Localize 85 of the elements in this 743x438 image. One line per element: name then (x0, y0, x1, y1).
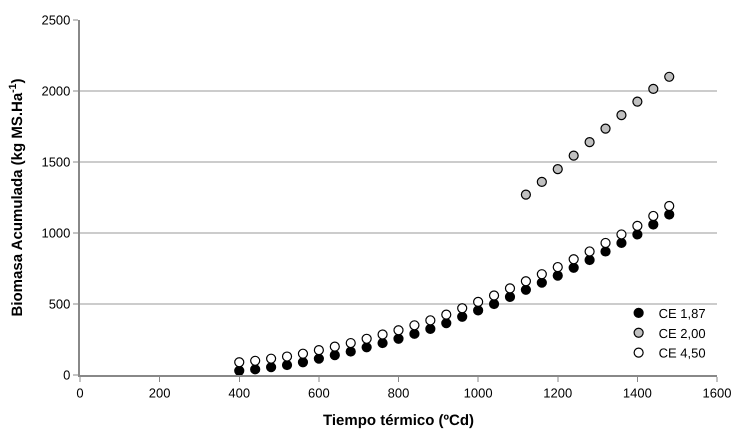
point (346, 338, 356, 348)
point (330, 350, 340, 360)
y-tick-label: 500 (48, 296, 70, 312)
point (330, 342, 340, 352)
point (648, 219, 658, 230)
legend-label: CE 1,87 (658, 306, 706, 321)
point (473, 305, 484, 316)
point (648, 84, 658, 94)
point (425, 315, 436, 326)
y-tick-label: 1500 (41, 154, 70, 170)
point (600, 124, 611, 134)
point (504, 283, 516, 294)
point (536, 176, 547, 187)
point (584, 254, 595, 266)
point (250, 364, 260, 374)
point (552, 270, 563, 281)
point (250, 356, 260, 366)
point (393, 325, 404, 336)
point (282, 351, 292, 362)
point (457, 312, 468, 322)
point (664, 200, 674, 212)
point (584, 246, 595, 257)
x-tick-label: 0 (76, 386, 84, 401)
point (632, 229, 642, 240)
point (584, 137, 595, 148)
point (266, 354, 276, 364)
point (457, 303, 468, 314)
y-tick-label: 2000 (41, 84, 70, 99)
point (536, 278, 547, 288)
legend-label: CE 2,00 (658, 326, 706, 341)
y-tick-label: 2500 (41, 12, 70, 28)
point (441, 310, 452, 320)
point (568, 262, 579, 273)
point (648, 210, 658, 222)
point (314, 354, 324, 364)
point (568, 150, 579, 161)
point (664, 72, 674, 82)
point (504, 292, 516, 302)
x-tick-label: 200 (148, 386, 170, 401)
point (600, 238, 611, 248)
point (362, 342, 372, 352)
legend-label: CE 4,50 (658, 346, 706, 361)
point (346, 346, 356, 357)
y-tick-label: 0 (63, 368, 70, 383)
point (600, 246, 611, 257)
point (234, 366, 244, 375)
x-axis-title: Tiempo térmico (ºCd) (322, 412, 474, 430)
point (616, 229, 627, 240)
point (473, 296, 484, 307)
point (377, 329, 388, 340)
x-tick-label: 600 (308, 386, 330, 401)
point (234, 357, 244, 368)
point (298, 357, 308, 368)
point (552, 164, 563, 174)
point (298, 348, 308, 359)
point (664, 209, 674, 220)
point (616, 238, 627, 248)
point (536, 269, 547, 280)
point (488, 290, 500, 301)
point (488, 298, 500, 310)
x-tick-label: 1600 (702, 386, 732, 401)
point (616, 110, 627, 120)
point (393, 334, 404, 344)
point (520, 284, 531, 295)
point (632, 96, 642, 107)
point (425, 324, 436, 334)
y-tick-label: 1000 (41, 226, 70, 241)
point (552, 262, 563, 272)
point (409, 328, 420, 339)
x-tick-label: 1400 (622, 386, 652, 401)
x-tick-label: 800 (388, 386, 410, 401)
point (266, 362, 276, 372)
point (632, 220, 642, 231)
x-tick-label: 400 (228, 386, 250, 401)
point (520, 190, 531, 200)
point (441, 318, 452, 328)
x-tick-label: 1200 (543, 386, 572, 401)
point (568, 254, 579, 264)
point (409, 320, 420, 330)
x-tick-label: 1000 (464, 386, 493, 401)
point (520, 276, 531, 286)
point (362, 334, 372, 344)
point (282, 360, 292, 370)
point (314, 345, 324, 356)
point (377, 338, 388, 348)
